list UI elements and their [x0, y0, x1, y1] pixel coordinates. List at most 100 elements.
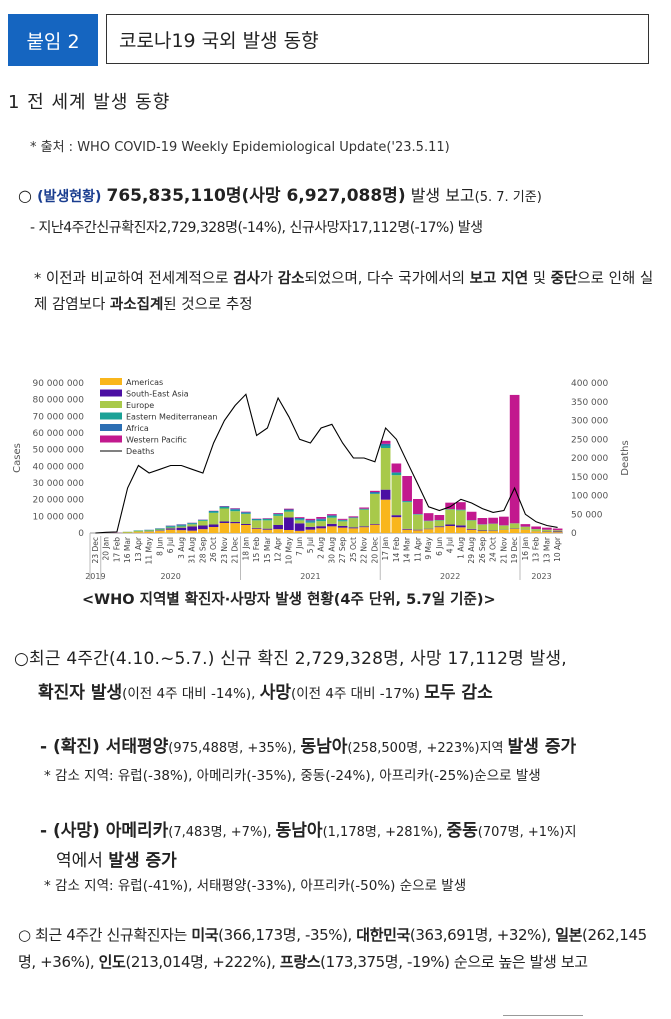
who-region-chart: 0 10 000 000 20 000 000 30 000 000 40 000 00… [12, 378, 631, 581]
small-text: (이전 4주 대비 -14%), [122, 686, 260, 702]
bar-segment [230, 508, 240, 509]
bar-segment [445, 526, 455, 533]
bar-segment [241, 511, 251, 513]
recent-4wk-line-2: 확진자 발생(이전 4주 대비 -14%), 사망(이전 4주 대비 -17%)… [38, 678, 493, 703]
bar-segment [327, 516, 337, 518]
recent-4wk-line: ○최근 4주간(4.10.~5.7.) 신규 확진 2,729,328명, 사망… [14, 649, 567, 669]
bar-segment [542, 529, 552, 532]
bar-segment [499, 530, 509, 533]
bar-segment [176, 526, 187, 528]
bar-segment [552, 532, 563, 533]
text: (366,173명, -35%), [218, 926, 357, 944]
x-tick-label: 21 Nov [499, 536, 508, 563]
x-tick-label: 21 Dec [231, 537, 240, 563]
x-tick-label: 17 Feb [112, 537, 121, 562]
bar-segment [509, 394, 520, 524]
source-note: * 출처 : WHO COVID-19 Weekly Epidemiologic… [30, 140, 450, 155]
bar-segment [208, 524, 219, 527]
bar-segment [509, 528, 520, 533]
bar-segment [294, 518, 305, 520]
x-tick-label: 29 Aug [467, 537, 476, 564]
bar-segment [359, 507, 369, 509]
bar-segment [316, 519, 326, 522]
bar-segment [198, 525, 208, 530]
x-tick-label: 19 Dec [510, 537, 519, 563]
y-tick-label-left: 10 000 000 [32, 512, 84, 522]
bar-segment [380, 443, 391, 446]
deaths-line: - (사망) 아메리카(7,483명, +7%), 동남아(1,178명, +2… [40, 816, 576, 841]
x-tick-label: 31 Aug [188, 537, 197, 564]
bar-segment [434, 526, 445, 528]
bar-segment [391, 472, 402, 473]
bar-segment [327, 514, 337, 516]
bold-text: 동남아 [300, 737, 348, 757]
bar-segment [456, 510, 466, 526]
bar-segment [144, 530, 154, 532]
bar-segment [251, 519, 262, 521]
y-tick-label-right: 250 000 [571, 435, 608, 445]
y-tick-label-left: 80 000 000 [32, 396, 84, 406]
header: 붙임 2 코로나19 국외 발생 동향 [8, 14, 651, 66]
bar-segment [499, 525, 509, 530]
bar-segment [413, 514, 423, 530]
x-tick-label: 26 Oct [209, 537, 218, 562]
text: 역에서 [56, 851, 109, 871]
bold-text: - (확진) 서태평양 [40, 737, 169, 757]
x-tick-label: 27 Sep [338, 537, 347, 563]
x-tick-label: 5 Jul [306, 537, 315, 553]
bar-segment [262, 519, 273, 521]
bar-segment [370, 490, 380, 492]
bar-segment [337, 520, 348, 522]
bar-segment [337, 526, 348, 528]
bar-segment [434, 515, 445, 520]
bar-segment [198, 529, 208, 533]
deaths-decrease-note: * 감소 지역: 유럽(-41%), 서태평양(-33%), 아프리카(-50%… [44, 878, 467, 894]
x-tick-label: 23 Dec [91, 537, 100, 563]
bar-segment [520, 524, 531, 527]
x-tick-label: 10 Apr [553, 536, 562, 562]
x-tick-label: 11 May [145, 536, 154, 564]
bar-segment [187, 523, 197, 525]
status-tail: 발생 보고 [410, 186, 475, 205]
small-text: (이전 4주 대비 -17%) [290, 686, 425, 702]
bar-segment [187, 524, 197, 527]
x-tick-label: 13 Feb [532, 537, 541, 562]
x-tick-label: 1 Aug [456, 537, 465, 559]
bar-segment [219, 508, 230, 522]
x-tick-label: 22 Nov [360, 536, 369, 563]
bar-segment [273, 525, 283, 530]
x-tick-label: 6 Jun [435, 537, 444, 556]
bar-segment [337, 527, 348, 533]
y-tick-label-left: 70 000 000 [32, 412, 84, 422]
bar-segment [316, 518, 326, 520]
appendix-tag: 붙임 2 [8, 14, 98, 66]
x-tick-label: 18 Jan [241, 537, 250, 561]
y-tick-label-right: 300 000 [571, 417, 608, 427]
bar-segment [456, 502, 466, 510]
bold-text: 중단 [550, 271, 578, 287]
text: (262,145명, +36%), [18, 926, 647, 971]
bar-segment [466, 520, 477, 529]
chart-area: 0 10 000 000 20 000 000 30 000 000 40 000 00… [0, 365, 671, 590]
bar-segment [456, 527, 466, 533]
bar-segment [198, 520, 208, 521]
y-tick-label-left: 0 [78, 529, 84, 539]
text: * 이전과 비교하여 전세계적으로 [34, 271, 234, 287]
bar-segment [370, 494, 380, 524]
text: 되었으며, 다수 국가에서의 [304, 271, 470, 287]
bold-text: 대한민국 [356, 926, 410, 944]
legend-label: Western Pacific [126, 436, 187, 445]
bar-segment [165, 528, 176, 530]
bar-segment [402, 501, 412, 503]
bar-segment [284, 508, 294, 510]
bar-segment [165, 525, 176, 527]
bold-text: 일본 [555, 926, 583, 944]
bar-segment [477, 524, 488, 531]
year-label: 2019 [85, 572, 105, 581]
bar-segment [466, 529, 477, 533]
bar-segment [445, 509, 455, 525]
bar-segment [176, 525, 187, 527]
status-total: 765,835,110명(사망 6,927,088명) [106, 186, 406, 206]
bar-segment [542, 531, 552, 533]
bar-segment [165, 527, 176, 529]
